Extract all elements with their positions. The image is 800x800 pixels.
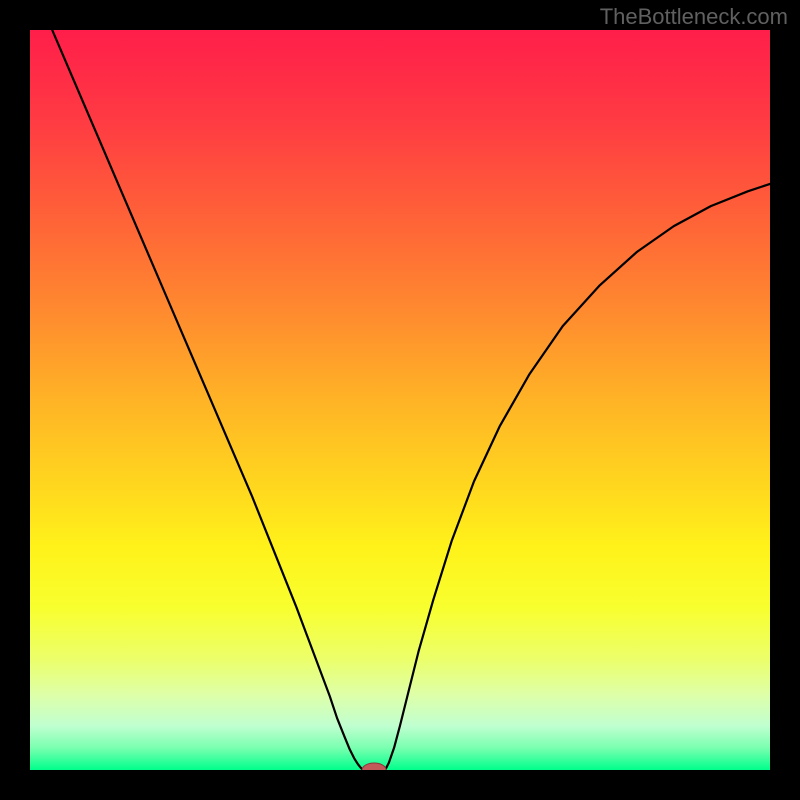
chart-background bbox=[30, 30, 770, 770]
watermark-text: TheBottleneck.com bbox=[600, 4, 788, 30]
chart-svg bbox=[30, 30, 770, 770]
bottleneck-chart bbox=[30, 30, 770, 770]
